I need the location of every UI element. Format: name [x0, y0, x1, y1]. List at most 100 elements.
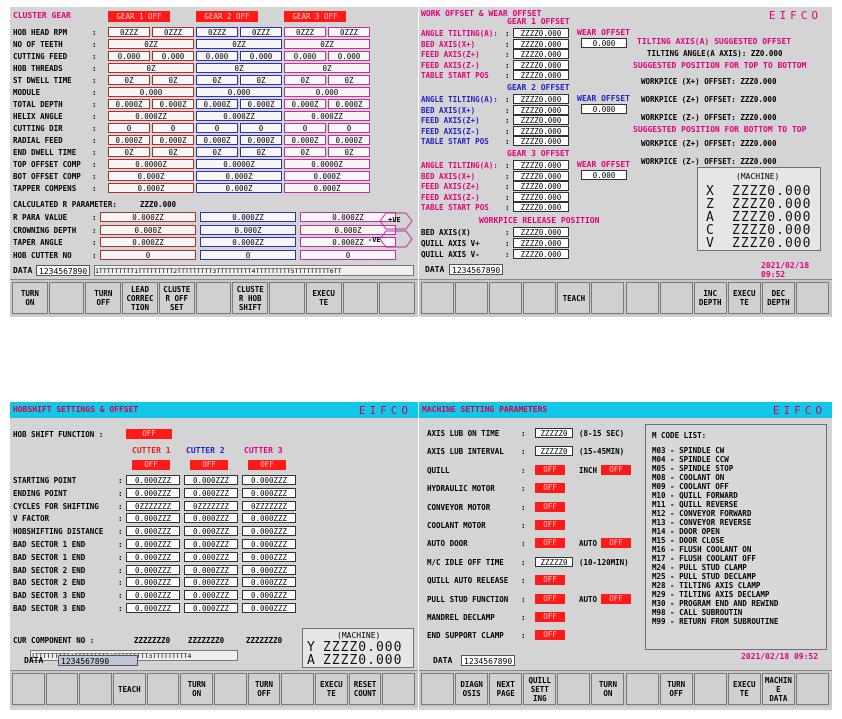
softkey-button[interactable] [625, 282, 659, 314]
hobshift-value[interactable]: 0.000ZZZ [184, 603, 238, 613]
softkey-button[interactable]: QUILL SETT ING [523, 673, 557, 705]
param-value[interactable]: 0Z [328, 75, 370, 85]
softkey-button[interactable] [591, 282, 625, 314]
setting-extra-toggle[interactable]: OFF [601, 464, 631, 475]
hobshift-value[interactable]: 0.000ZZZ [242, 590, 296, 601]
softkey-button[interactable] [523, 282, 557, 314]
hobshift-value[interactable]: 0ZZZZZZZ [184, 500, 238, 511]
softkey-button[interactable]: TURN ON [591, 673, 625, 705]
release-value[interactable]: ZZZZ0.000 [513, 238, 569, 248]
offset-value[interactable]: ZZZZ0.000 [513, 104, 569, 115]
param-value[interactable]: 0Z [284, 75, 326, 85]
offset-value[interactable]: ZZZZ0.000 [513, 125, 569, 136]
setting-extra-toggle[interactable]: OFF [601, 593, 631, 604]
gear-1-tag[interactable]: GEAR 1 OFF [108, 11, 170, 22]
softkey-button[interactable] [421, 282, 455, 314]
param-value[interactable]: 0Z [108, 75, 150, 85]
hobshift-value[interactable]: 0.000ZZZ [126, 590, 180, 601]
setting-toggle[interactable]: OFF [535, 538, 565, 549]
hobshift-value[interactable]: 0.000ZZZ [126, 475, 180, 485]
softkey-button[interactable]: EXECU TE [727, 282, 761, 314]
param-value[interactable]: 0.000 [284, 51, 326, 61]
param-value[interactable]: 0.0000Z [284, 159, 370, 169]
release-value[interactable]: ZZZZ0.000 [513, 249, 569, 259]
softkey-button[interactable] [195, 282, 232, 314]
softkey-button[interactable]: TURN OFF [85, 282, 122, 314]
param-value[interactable]: 0.000 [152, 51, 194, 61]
softkey-button[interactable]: EXECU TE [305, 282, 342, 314]
setting-toggle[interactable]: OFF [535, 501, 565, 512]
param-value[interactable]: 0.000 [196, 87, 282, 97]
offset-value[interactable]: ZZZZ0.000 [513, 181, 569, 191]
param-value[interactable]: 0.0000Z [108, 159, 194, 169]
param-value[interactable]: 0 [300, 249, 396, 260]
hobshift-value[interactable]: 0.000ZZZ [184, 513, 238, 524]
param-value[interactable]: 0.000Z [152, 135, 194, 145]
softkey-button[interactable]: DEC DEPTH [761, 282, 795, 314]
param-value[interactable]: 0.000Z [108, 135, 150, 145]
param-value[interactable]: 0.000Z [284, 135, 326, 145]
hobshift-value[interactable]: 0.000ZZZ [242, 551, 296, 562]
hobshift-value[interactable]: 0.000ZZZ [242, 564, 296, 575]
softkey-button[interactable]: TURN OFF [659, 673, 693, 705]
param-value[interactable]: 0.000 [108, 87, 194, 97]
offset-value[interactable]: ZZZZ0.000 [513, 170, 569, 181]
param-value[interactable]: 0ZZZ [240, 27, 282, 37]
softkey-button[interactable]: MACHIN E DATA [761, 673, 795, 705]
offset-value[interactable]: ZZZZ0.000 [513, 49, 569, 59]
param-value[interactable]: 0.000Z [100, 224, 196, 235]
softkey-button[interactable]: LEAD CORREC TION [122, 282, 158, 314]
offset-value[interactable]: ZZZZ0.000 [513, 70, 569, 80]
param-value[interactable]: 0.000 [108, 51, 150, 61]
hobshift-value[interactable]: 0.000ZZZ [242, 487, 296, 498]
cutter-3-toggle[interactable]: OFF [248, 460, 286, 470]
param-value[interactable]: 0.000ZZ [200, 237, 296, 247]
softkey-button[interactable] [795, 673, 829, 705]
param-value[interactable]: 0.000 [240, 51, 282, 61]
softkey-button[interactable]: TEACH [113, 673, 146, 705]
cutter-2-toggle[interactable]: OFF [190, 460, 228, 470]
softkey-button[interactable]: CLUSTE R HOB SHIFT [232, 282, 269, 314]
param-value[interactable]: 0.000ZZ [100, 237, 196, 247]
param-value[interactable]: 0.000Z [284, 183, 370, 193]
hobshift-value[interactable]: 0.000ZZZ [184, 577, 238, 588]
hobshift-value[interactable]: 0.000ZZZ [184, 551, 238, 562]
param-value[interactable]: 0.000Z [196, 99, 238, 109]
param-value[interactable]: 0Z [240, 147, 282, 157]
param-value[interactable]: 0.000ZZ [196, 111, 282, 121]
param-value[interactable]: 0Z [108, 147, 150, 157]
softkey-button[interactable] [269, 282, 305, 314]
hobshift-value[interactable]: 0.000ZZZ [126, 564, 180, 575]
softkey-button[interactable]: DIAGN OSIS [455, 673, 489, 705]
wear-offset-value[interactable]: 0.000 [581, 38, 627, 48]
softkey-button[interactable]: TURN OFF [247, 673, 281, 705]
softkey-button[interactable] [214, 673, 247, 705]
release-value[interactable]: ZZZZ0.000 [513, 227, 569, 237]
softkey-button[interactable]: NEXT PAGE [489, 673, 523, 705]
param-value[interactable]: 0.000Z [108, 171, 194, 181]
param-value[interactable]: 0.000Z [196, 135, 238, 145]
hobshift-value[interactable]: 0.000ZZZ [126, 487, 180, 498]
softkey-button[interactable]: EXECU TE [727, 673, 761, 705]
param-value[interactable]: 0Z [196, 63, 282, 73]
param-value[interactable]: 0.000ZZ [100, 212, 196, 222]
setting-toggle[interactable]: OFF [535, 593, 565, 604]
param-value[interactable]: 0Z [196, 75, 238, 85]
param-value[interactable]: 0.000ZZ [200, 212, 296, 222]
softkey-button[interactable] [342, 282, 379, 314]
param-value[interactable]: 0.000Z [152, 99, 194, 109]
softkey-button[interactable] [281, 673, 314, 705]
setting-value[interactable]: ZZZZZ0 [535, 428, 573, 438]
param-value[interactable]: 0.000 [328, 51, 370, 61]
param-value[interactable]: 0.000Z [240, 99, 282, 109]
data-input[interactable]: 1234567890 [36, 265, 90, 276]
data-input[interactable]: 1234567890 [449, 264, 503, 275]
hobshift-value[interactable]: 0.000ZZZ [184, 539, 238, 549]
softkey-button[interactable] [625, 673, 659, 705]
wear-offset-value[interactable]: 0.000 [581, 170, 627, 180]
offset-value[interactable]: ZZZZ0.000 [513, 191, 569, 202]
softkey-button[interactable] [489, 282, 523, 314]
hobshift-value[interactable]: 0.000ZZZ [126, 551, 180, 562]
softkey-button[interactable]: RESET COUNT [348, 673, 382, 705]
hobshift-value[interactable]: 0.000ZZZ [184, 487, 238, 498]
